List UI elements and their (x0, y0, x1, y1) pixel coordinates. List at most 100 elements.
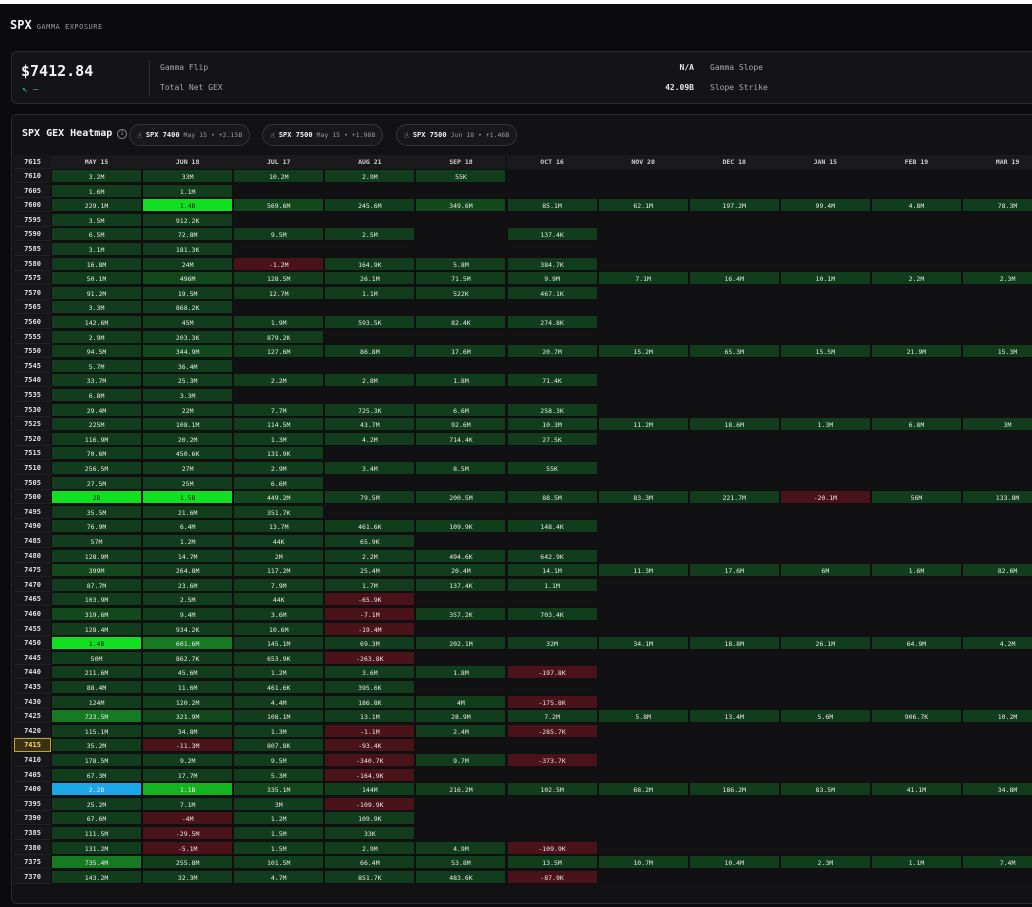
gex-cell[interactable]: 2.2M (233, 373, 325, 388)
gex-cell[interactable]: 3.3M (142, 388, 234, 402)
gex-cell[interactable]: 211.6M (51, 665, 143, 680)
gex-cell[interactable]: 128.9M (51, 548, 143, 563)
gex-cell[interactable]: 9.9M (506, 271, 598, 286)
gex-cell[interactable]: 108.1M (233, 709, 325, 724)
gex-cell[interactable]: 3M (962, 417, 1032, 432)
gex-cell[interactable]: 62.1M (597, 198, 689, 213)
gex-cell[interactable]: 57M (51, 534, 143, 548)
expiry-column-header[interactable]: AUG 21 (324, 155, 416, 169)
gex-cell[interactable]: 467.1K (506, 285, 598, 300)
gex-cell[interactable]: 45.6M (142, 665, 234, 680)
gex-cell[interactable]: 33M (142, 169, 234, 183)
gex-cell[interactable]: 88.5M (506, 490, 598, 505)
gex-cell[interactable]: 29.4M (51, 402, 143, 417)
gex-cell[interactable]: 2.2M (324, 548, 416, 563)
gex-cell[interactable]: 36.4M (142, 358, 234, 373)
gex-cell[interactable]: 79.5M (324, 490, 416, 505)
gex-cell[interactable]: 78.3M (962, 198, 1032, 213)
gex-cell[interactable]: 2.3M (779, 855, 871, 870)
gex-cell[interactable]: 1.3M (779, 417, 871, 432)
gex-cell[interactable]: 9.5M (233, 227, 325, 242)
gex-cell[interactable]: 879.2K (233, 329, 325, 344)
gex-cell[interactable]: 13.4M (688, 709, 780, 724)
gex-cell[interactable]: 55K (506, 461, 598, 475)
gex-cell[interactable]: 357.2K (415, 607, 507, 621)
gex-cell[interactable]: 335.1M (233, 782, 325, 797)
gex-cell[interactable]: 34.8M (142, 723, 234, 738)
gex-cell[interactable]: 50.1M (51, 271, 143, 286)
gex-cell[interactable]: 181.3K (142, 242, 234, 256)
gex-cell[interactable]: 4.9M (415, 840, 507, 855)
gex-cell[interactable]: 124M (51, 694, 143, 709)
gex-cell[interactable]: 68.2M (597, 782, 689, 797)
gex-cell[interactable]: -5.1M (142, 840, 234, 855)
gex-cell[interactable]: 1.9M (233, 315, 325, 329)
gex-cell[interactable]: 483.6K (415, 869, 507, 884)
gex-cell[interactable]: 1.1M (870, 855, 962, 870)
gex-cell[interactable]: 735.4M (51, 855, 143, 870)
gex-cell[interactable]: -65.9K (324, 592, 416, 607)
gex-cell[interactable]: 108.1M (142, 417, 234, 432)
expiry-column-header[interactable]: JUL 17 (233, 155, 325, 169)
gex-cell[interactable]: 4M (415, 694, 507, 709)
gex-cell[interactable]: 10.4M (688, 855, 780, 870)
gex-cell[interactable]: 1.1M (506, 577, 598, 592)
gex-cell[interactable]: 5.3M (233, 767, 325, 782)
gex-cell[interactable]: 5.7M (51, 358, 143, 373)
gex-cell[interactable]: 449.2M (233, 490, 325, 505)
gex-cell[interactable]: 200.5M (415, 490, 507, 505)
gex-cell[interactable]: 6.8M (870, 417, 962, 432)
gex-cell[interactable]: 851.7K (324, 869, 416, 884)
gex-cell[interactable]: 69.3M (324, 636, 416, 651)
gex-cell[interactable]: 23.6M (142, 577, 234, 592)
gex-cell[interactable]: 2B (51, 490, 143, 505)
expiry-column-header[interactable]: FEB 19 (870, 155, 962, 169)
gex-cell[interactable]: 71.4K (506, 373, 598, 388)
gex-cell[interactable]: 6.4M (142, 519, 234, 534)
gex-cell[interactable]: 137.4K (415, 577, 507, 592)
gex-cell[interactable]: 25M (142, 475, 234, 490)
gex-cell[interactable]: 203.3K (142, 329, 234, 344)
gex-cell[interactable]: -20.1M (779, 490, 871, 505)
top-strike-chip[interactable]: ☝ SPX 7500 Jun 18 • +1.46B (396, 124, 518, 146)
gex-cell[interactable]: -1.1M (324, 723, 416, 738)
expiry-column-header[interactable]: OCT 16 (506, 155, 598, 169)
gex-cell[interactable]: -340.7K (324, 753, 416, 767)
gex-cell[interactable]: 6M (779, 563, 871, 578)
gex-cell[interactable]: 15.3M (962, 344, 1032, 359)
gex-cell[interactable]: 321.9M (142, 709, 234, 724)
gex-cell[interactable]: 142.6M (51, 315, 143, 329)
gex-cell[interactable]: 13.1M (324, 709, 416, 724)
gex-cell[interactable]: 14.1M (506, 563, 598, 578)
gex-cell[interactable]: 723.5M (51, 709, 143, 724)
gex-cell[interactable]: 72.8M (142, 227, 234, 242)
gex-cell[interactable]: -175.8K (506, 694, 598, 709)
gex-cell[interactable]: 56M (870, 490, 962, 505)
gex-cell[interactable]: 44K (233, 592, 325, 607)
gex-cell[interactable]: 1.5B (142, 490, 234, 505)
gex-cell[interactable]: 1.1M (142, 183, 234, 198)
expiry-column-header[interactable]: MAR 19 (962, 155, 1032, 169)
gex-cell[interactable]: 145.1M (233, 636, 325, 651)
gex-cell[interactable]: 9.2M (142, 753, 234, 767)
gex-cell[interactable]: 2.9M (233, 461, 325, 475)
gex-cell[interactable]: 127.6M (233, 344, 325, 359)
gex-cell[interactable]: 76.9M (51, 519, 143, 534)
gex-cell[interactable]: 1.5M (233, 826, 325, 840)
gex-cell[interactable]: -1.2M (233, 256, 325, 271)
gex-cell[interactable]: 2.5M (324, 227, 416, 242)
gex-cell[interactable]: 10.2M (962, 709, 1032, 724)
gex-cell[interactable]: 33.7M (51, 373, 143, 388)
gex-cell[interactable]: -11.3M (142, 738, 234, 753)
gex-cell[interactable]: 25.3M (142, 373, 234, 388)
gex-cell[interactable]: 34.8M (962, 782, 1032, 797)
gex-cell[interactable]: 99.4M (779, 198, 871, 213)
gex-cell[interactable]: 1.5M (233, 840, 325, 855)
gex-cell[interactable]: 131.2M (51, 840, 143, 855)
gex-cell[interactable]: 70.6M (51, 446, 143, 461)
expiry-column-header[interactable]: MAY 15 (51, 155, 143, 169)
gex-cell[interactable]: 1.8M (415, 373, 507, 388)
gex-cell[interactable]: 8.5M (415, 461, 507, 475)
gex-cell[interactable]: 114.5M (233, 417, 325, 432)
gex-cell[interactable]: 27.5M (51, 475, 143, 490)
